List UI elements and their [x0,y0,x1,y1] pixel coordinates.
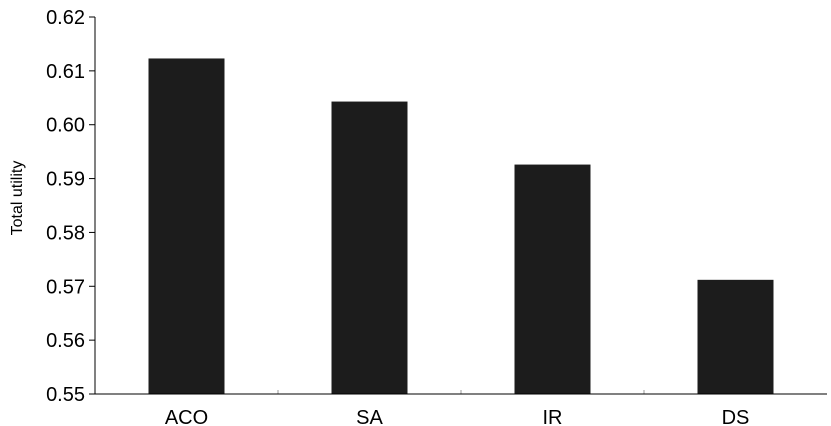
bar-ds [697,279,774,394]
x-axis-minor-ticks [277,390,645,394]
x-tick-label-ds: DS [722,407,750,426]
x-tick-label-aco: ACO [165,407,208,426]
bar-aco [148,58,225,394]
bar-ir [514,164,591,394]
y-tick-label: 0.59 [46,169,85,191]
y-tick-label: 0.57 [46,276,85,298]
y-tick-label: 0.58 [46,222,85,244]
x-tick-label-ir: IR [543,407,563,426]
y-axis-ticks: 0.55 0.56 0.57 0.58 0.59 0.60 0.61 0.62 [46,7,95,406]
y-tick-label: 0.60 [46,115,85,137]
y-tick-label: 0.61 [46,61,85,83]
y-tick-label: 0.62 [46,7,85,29]
bars [148,58,774,394]
x-tick-label-sa: SA [356,407,383,426]
y-tick-label: 0.55 [46,384,85,406]
y-tick-label: 0.56 [46,330,85,352]
x-axis-tick-labels: ACO SA IR DS [165,407,750,426]
bar-sa [331,101,408,394]
y-axis-title: Total utility [9,161,26,236]
